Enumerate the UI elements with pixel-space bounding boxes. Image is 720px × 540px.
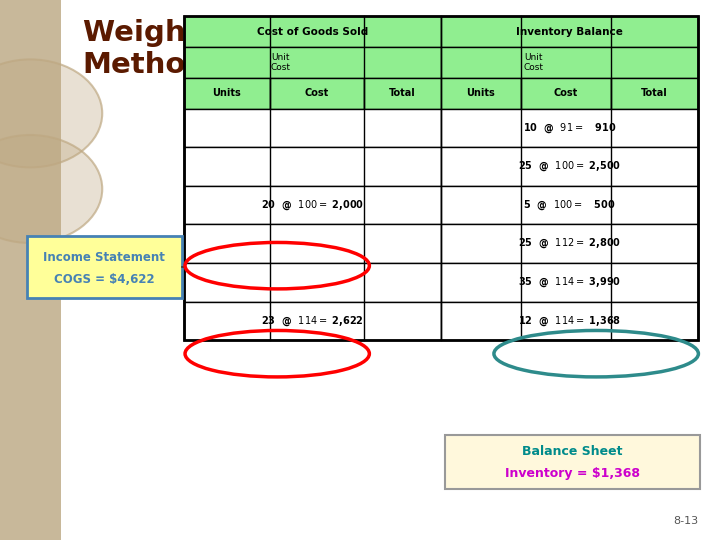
Text: COGS = $4,622: COGS = $4,622	[54, 273, 155, 286]
Bar	[441, 78, 521, 109]
Text: Income Statement: Income Statement	[43, 251, 166, 264]
Bar	[184, 263, 441, 301]
Bar	[184, 224, 441, 263]
Text: 23  @  $ 114  =  $ 2,622: 23 @ $ 114 = $ 2,622	[261, 314, 364, 328]
Text: Total: Total	[389, 88, 415, 98]
Text: Balance Sheet: Balance Sheet	[522, 446, 623, 458]
Text: 35  @  $ 114  =  $ 3,990: 35 @ $ 114 = $ 3,990	[518, 275, 621, 289]
Bar	[364, 78, 441, 109]
Bar	[0, 0, 61, 540]
Circle shape	[0, 135, 102, 243]
Bar	[441, 263, 698, 301]
Bar	[441, 224, 698, 263]
Bar	[441, 147, 698, 186]
Bar	[441, 47, 698, 78]
Text: Inventory Balance: Inventory Balance	[516, 26, 623, 37]
Bar	[184, 109, 441, 147]
Bar	[521, 78, 611, 109]
Bar	[27, 237, 181, 298]
Text: Units: Units	[212, 88, 241, 98]
Text: 25  @  $ 100  =  $ 2,500: 25 @ $ 100 = $ 2,500	[518, 160, 621, 173]
Text: Cost of Goods Sold: Cost of Goods Sold	[256, 26, 368, 37]
Text: Cost: Cost	[554, 88, 578, 98]
Bar	[269, 78, 364, 109]
Bar	[184, 16, 698, 340]
Bar	[441, 301, 698, 340]
Bar	[184, 186, 441, 224]
Bar	[184, 16, 441, 47]
Bar	[611, 78, 698, 109]
Bar	[184, 147, 441, 186]
Text: Weighted Average Cost
Method: Weighted Average Cost Method	[83, 19, 468, 79]
Text: Cost: Cost	[305, 88, 329, 98]
Text: 20  @  $ 100  =  $ 2,000: 20 @ $ 100 = $ 2,000	[261, 198, 364, 212]
Text: 5  @  $ 100  =  $   500: 5 @ $ 100 = $ 500	[523, 198, 616, 212]
Text: Unit
Cost: Unit Cost	[271, 53, 291, 72]
Text: 25  @  $ 112  =  $ 2,800: 25 @ $ 112 = $ 2,800	[518, 237, 621, 251]
Bar	[441, 16, 698, 47]
Text: Total: Total	[642, 88, 668, 98]
Text: Inventory = $1,368: Inventory = $1,368	[505, 467, 640, 480]
Bar	[441, 186, 698, 224]
Circle shape	[0, 59, 102, 167]
Text: 10  @  $  91  =  $   910: 10 @ $ 91 = $ 910	[523, 121, 616, 134]
Text: 8-13: 8-13	[673, 516, 698, 526]
Bar	[184, 78, 269, 109]
Bar	[441, 109, 698, 147]
Text: Unit
Cost: Unit Cost	[523, 53, 543, 72]
Text: 12  @  $ 114  =  $ 1,368: 12 @ $ 114 = $ 1,368	[518, 314, 621, 328]
Bar	[445, 435, 701, 489]
Bar	[184, 301, 441, 340]
Bar	[184, 47, 441, 78]
Text: Units: Units	[467, 88, 495, 98]
